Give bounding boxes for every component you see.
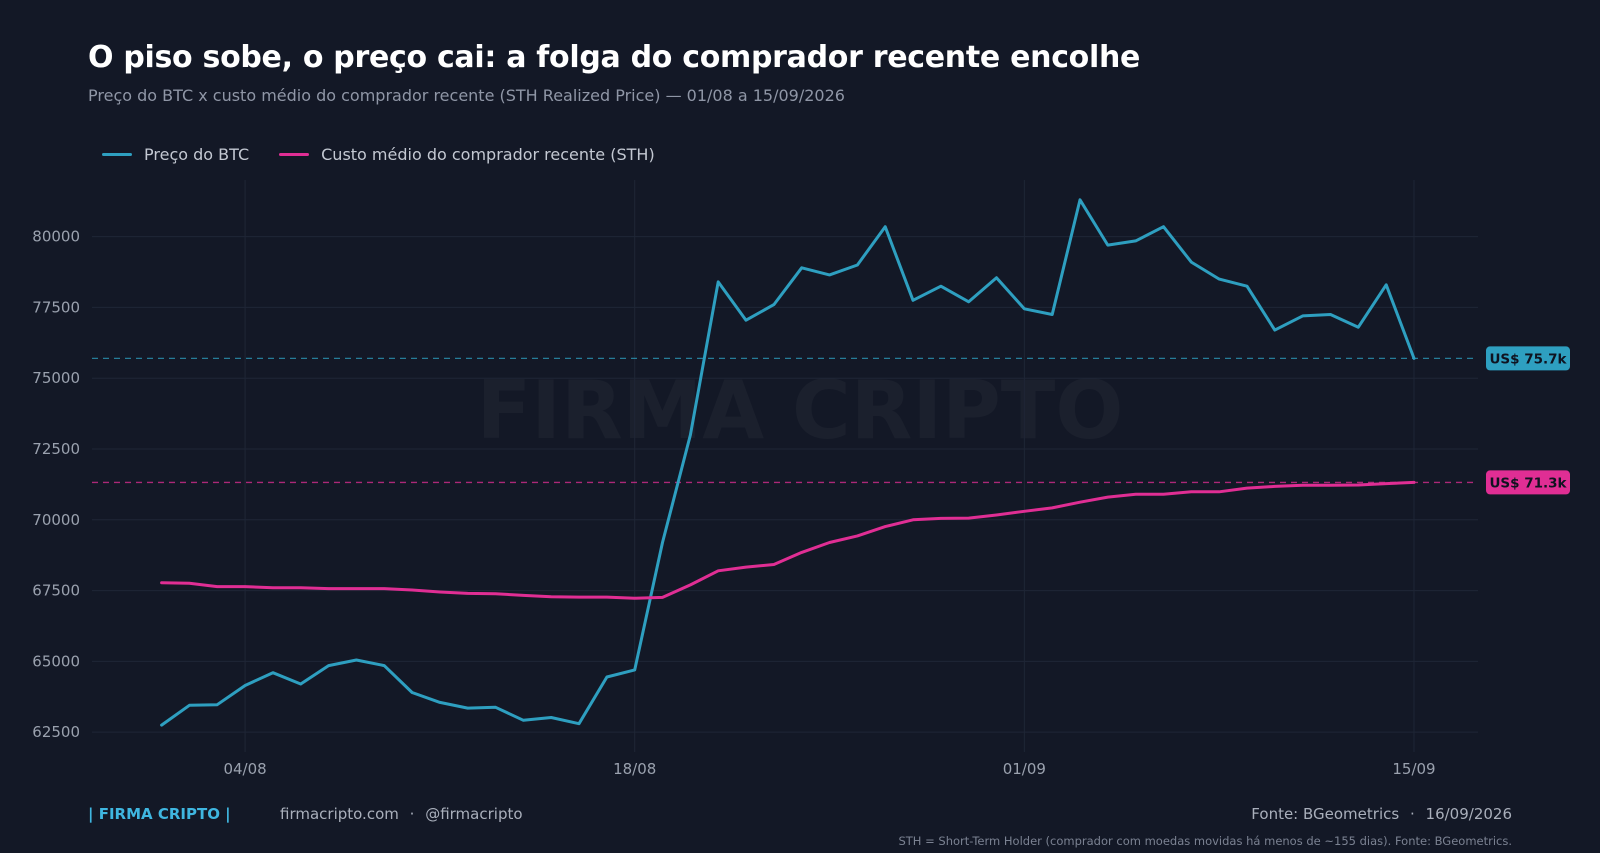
y-tick-label: 77500	[32, 298, 80, 316]
legend-swatch-sth	[279, 153, 310, 156]
y-tick-label: 80000	[32, 228, 80, 246]
series-line-1	[160, 480, 1416, 600]
chart-title: O piso sobe, o preço cai: a folga do com…	[88, 40, 1141, 75]
footnote: STH = Short-Term Holder (comprador com m…	[898, 834, 1512, 848]
chart-subtitle: Preço do BTC x custo médio do comprador …	[88, 86, 845, 105]
legend-label-sth: Custo médio do comprador recente (STH)	[321, 145, 655, 164]
axes: 62500 65000 67500 70000 72500 75000 77500 80000…	[32, 228, 1435, 778]
legend-item-btc: Preço do BTC	[102, 145, 249, 164]
x-tick-label: 04/08	[223, 760, 266, 778]
line-chart: FIRMA CRIPTO 625006500067500700007250075…	[32, 180, 1570, 778]
footer-handle[interactable]: @firmacripto	[425, 805, 523, 823]
footer-separator: ·	[409, 805, 415, 823]
legend: Preço do BTC Custo médio do comprador re…	[102, 145, 655, 164]
series	[160, 198, 1416, 727]
series-line-0	[160, 198, 1416, 727]
footer-source-text: Fonte: BGeometrics	[1251, 805, 1400, 823]
x-tick-label: 01/09	[1003, 760, 1046, 778]
y-tick-label: 62500	[32, 723, 80, 741]
footer-source-separator: ·	[1409, 805, 1415, 823]
last-value-badge-0	[1486, 346, 1570, 371]
legend-label-btc: Preço do BTC	[144, 145, 250, 164]
y-tick-label: 72500	[32, 440, 80, 458]
legend-item-sth: Custo médio do comprador recente (STH)	[279, 145, 655, 164]
y-tick-label: 70000	[32, 511, 80, 529]
footer-source: Fonte: BGeometrics · 16/09/2026	[1251, 805, 1512, 823]
y-tick-label: 75000	[32, 369, 80, 387]
x-tick-label: 18/08	[613, 760, 656, 778]
footer-brand: | FIRMA CRIPTO |	[88, 805, 231, 823]
last-value-label-0: US$ 75.7k	[1489, 351, 1567, 367]
footer-links: firmacripto.com · @firmacripto	[280, 805, 523, 823]
footer-date: 16/09/2026	[1425, 805, 1512, 823]
reference-lines	[92, 357, 1478, 484]
x-tick-label: 15/09	[1392, 760, 1435, 778]
last-value-label-1: US$ 71.3k	[1489, 475, 1567, 491]
y-tick-label: 65000	[32, 652, 80, 670]
legend-swatch-btc	[102, 153, 132, 156]
footer-site-link[interactable]: firmacripto.com	[280, 805, 399, 823]
grid	[92, 180, 1478, 752]
last-value-badge-1	[1486, 470, 1570, 495]
y-tick-label: 67500	[32, 582, 80, 600]
last-value-labels: US$ 75.7k US$ 71.3k	[1486, 346, 1570, 495]
